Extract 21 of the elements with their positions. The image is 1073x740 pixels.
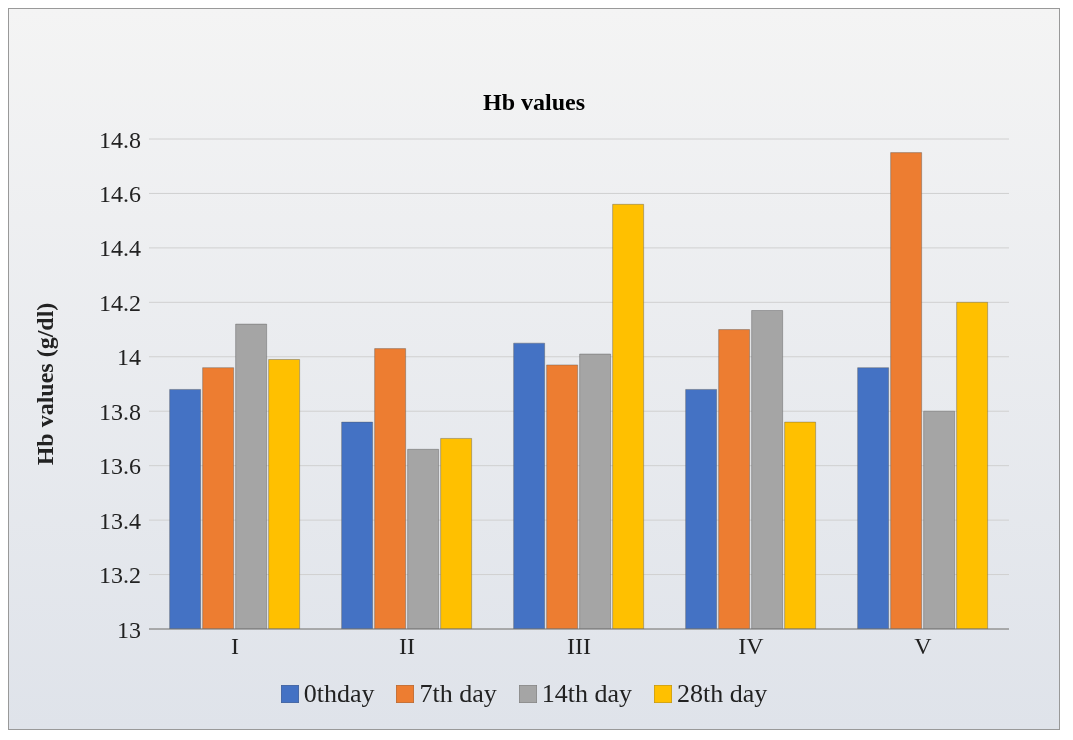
y-tick-label: 14	[117, 344, 141, 371]
y-tick-label: 14.4	[99, 235, 141, 262]
x-tick-label: II	[399, 633, 415, 660]
y-tick-label: 13	[117, 616, 141, 643]
legend-label: 14th day	[541, 679, 633, 709]
y-tick-label: 13.4	[99, 507, 141, 534]
chart-title: Hb values	[482, 88, 586, 117]
x-tick-label: III	[567, 633, 591, 660]
y-tick-label: 14.2	[99, 289, 141, 316]
y-axis-title: Hb values (g/dl)	[31, 302, 58, 466]
x-tick-label: I	[231, 633, 239, 660]
y-tick-label: 14.6	[99, 180, 141, 207]
legend-label: 28th day	[677, 679, 768, 709]
x-tick-label: IV	[738, 633, 765, 660]
x-tick-label: V	[914, 633, 933, 660]
y-tick-label: 14.8	[99, 126, 141, 153]
y-tick-label: 13.2	[99, 562, 141, 589]
legend-label: 7th day	[419, 679, 497, 709]
legend-label: 0thday	[303, 679, 375, 709]
y-tick-label: 13.6	[99, 453, 141, 480]
y-tick-label: 13.8	[99, 398, 141, 425]
